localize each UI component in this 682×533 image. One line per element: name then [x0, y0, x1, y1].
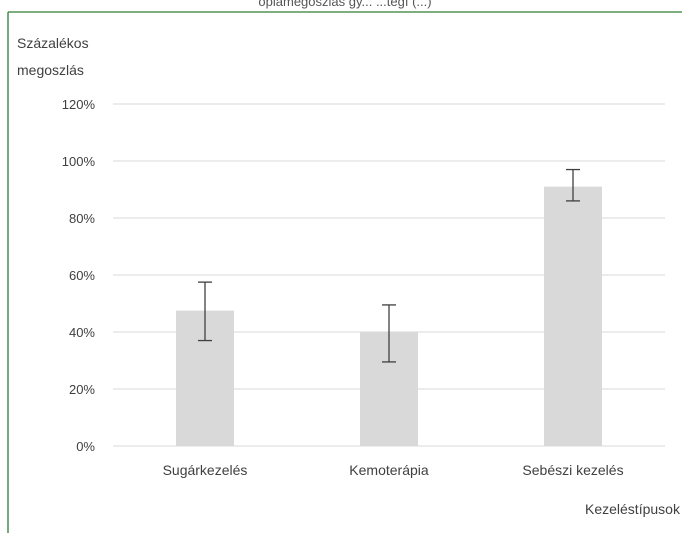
- y-tick-label: 60%: [69, 268, 95, 283]
- y-tick-label: 120%: [62, 97, 96, 112]
- error-bar-1: [198, 281, 212, 342]
- y-axis-label-line-2: megoszlás: [17, 62, 84, 78]
- y-tick-label: 0%: [76, 439, 95, 454]
- error-bar-3: [566, 168, 580, 202]
- x-tick-label: Sugárkezelés: [163, 462, 248, 478]
- bar-3: [544, 186, 602, 446]
- error-bar-2: [382, 304, 396, 363]
- x-tick-label: Sebészi kezelés: [522, 462, 623, 478]
- x-axis-label: Kezeléstípusok: [585, 501, 681, 517]
- y-tick-label: 80%: [69, 211, 95, 226]
- x-tick-label: Kemoterápia: [349, 462, 429, 478]
- y-tick-label: 100%: [62, 154, 96, 169]
- cropped-title: ópiamegoszlás gy... ...tegí (...): [258, 0, 431, 9]
- y-tick-label: 40%: [69, 325, 95, 340]
- y-axis-label-line-1: Százalékos: [17, 35, 89, 51]
- y-tick-label: 20%: [69, 382, 95, 397]
